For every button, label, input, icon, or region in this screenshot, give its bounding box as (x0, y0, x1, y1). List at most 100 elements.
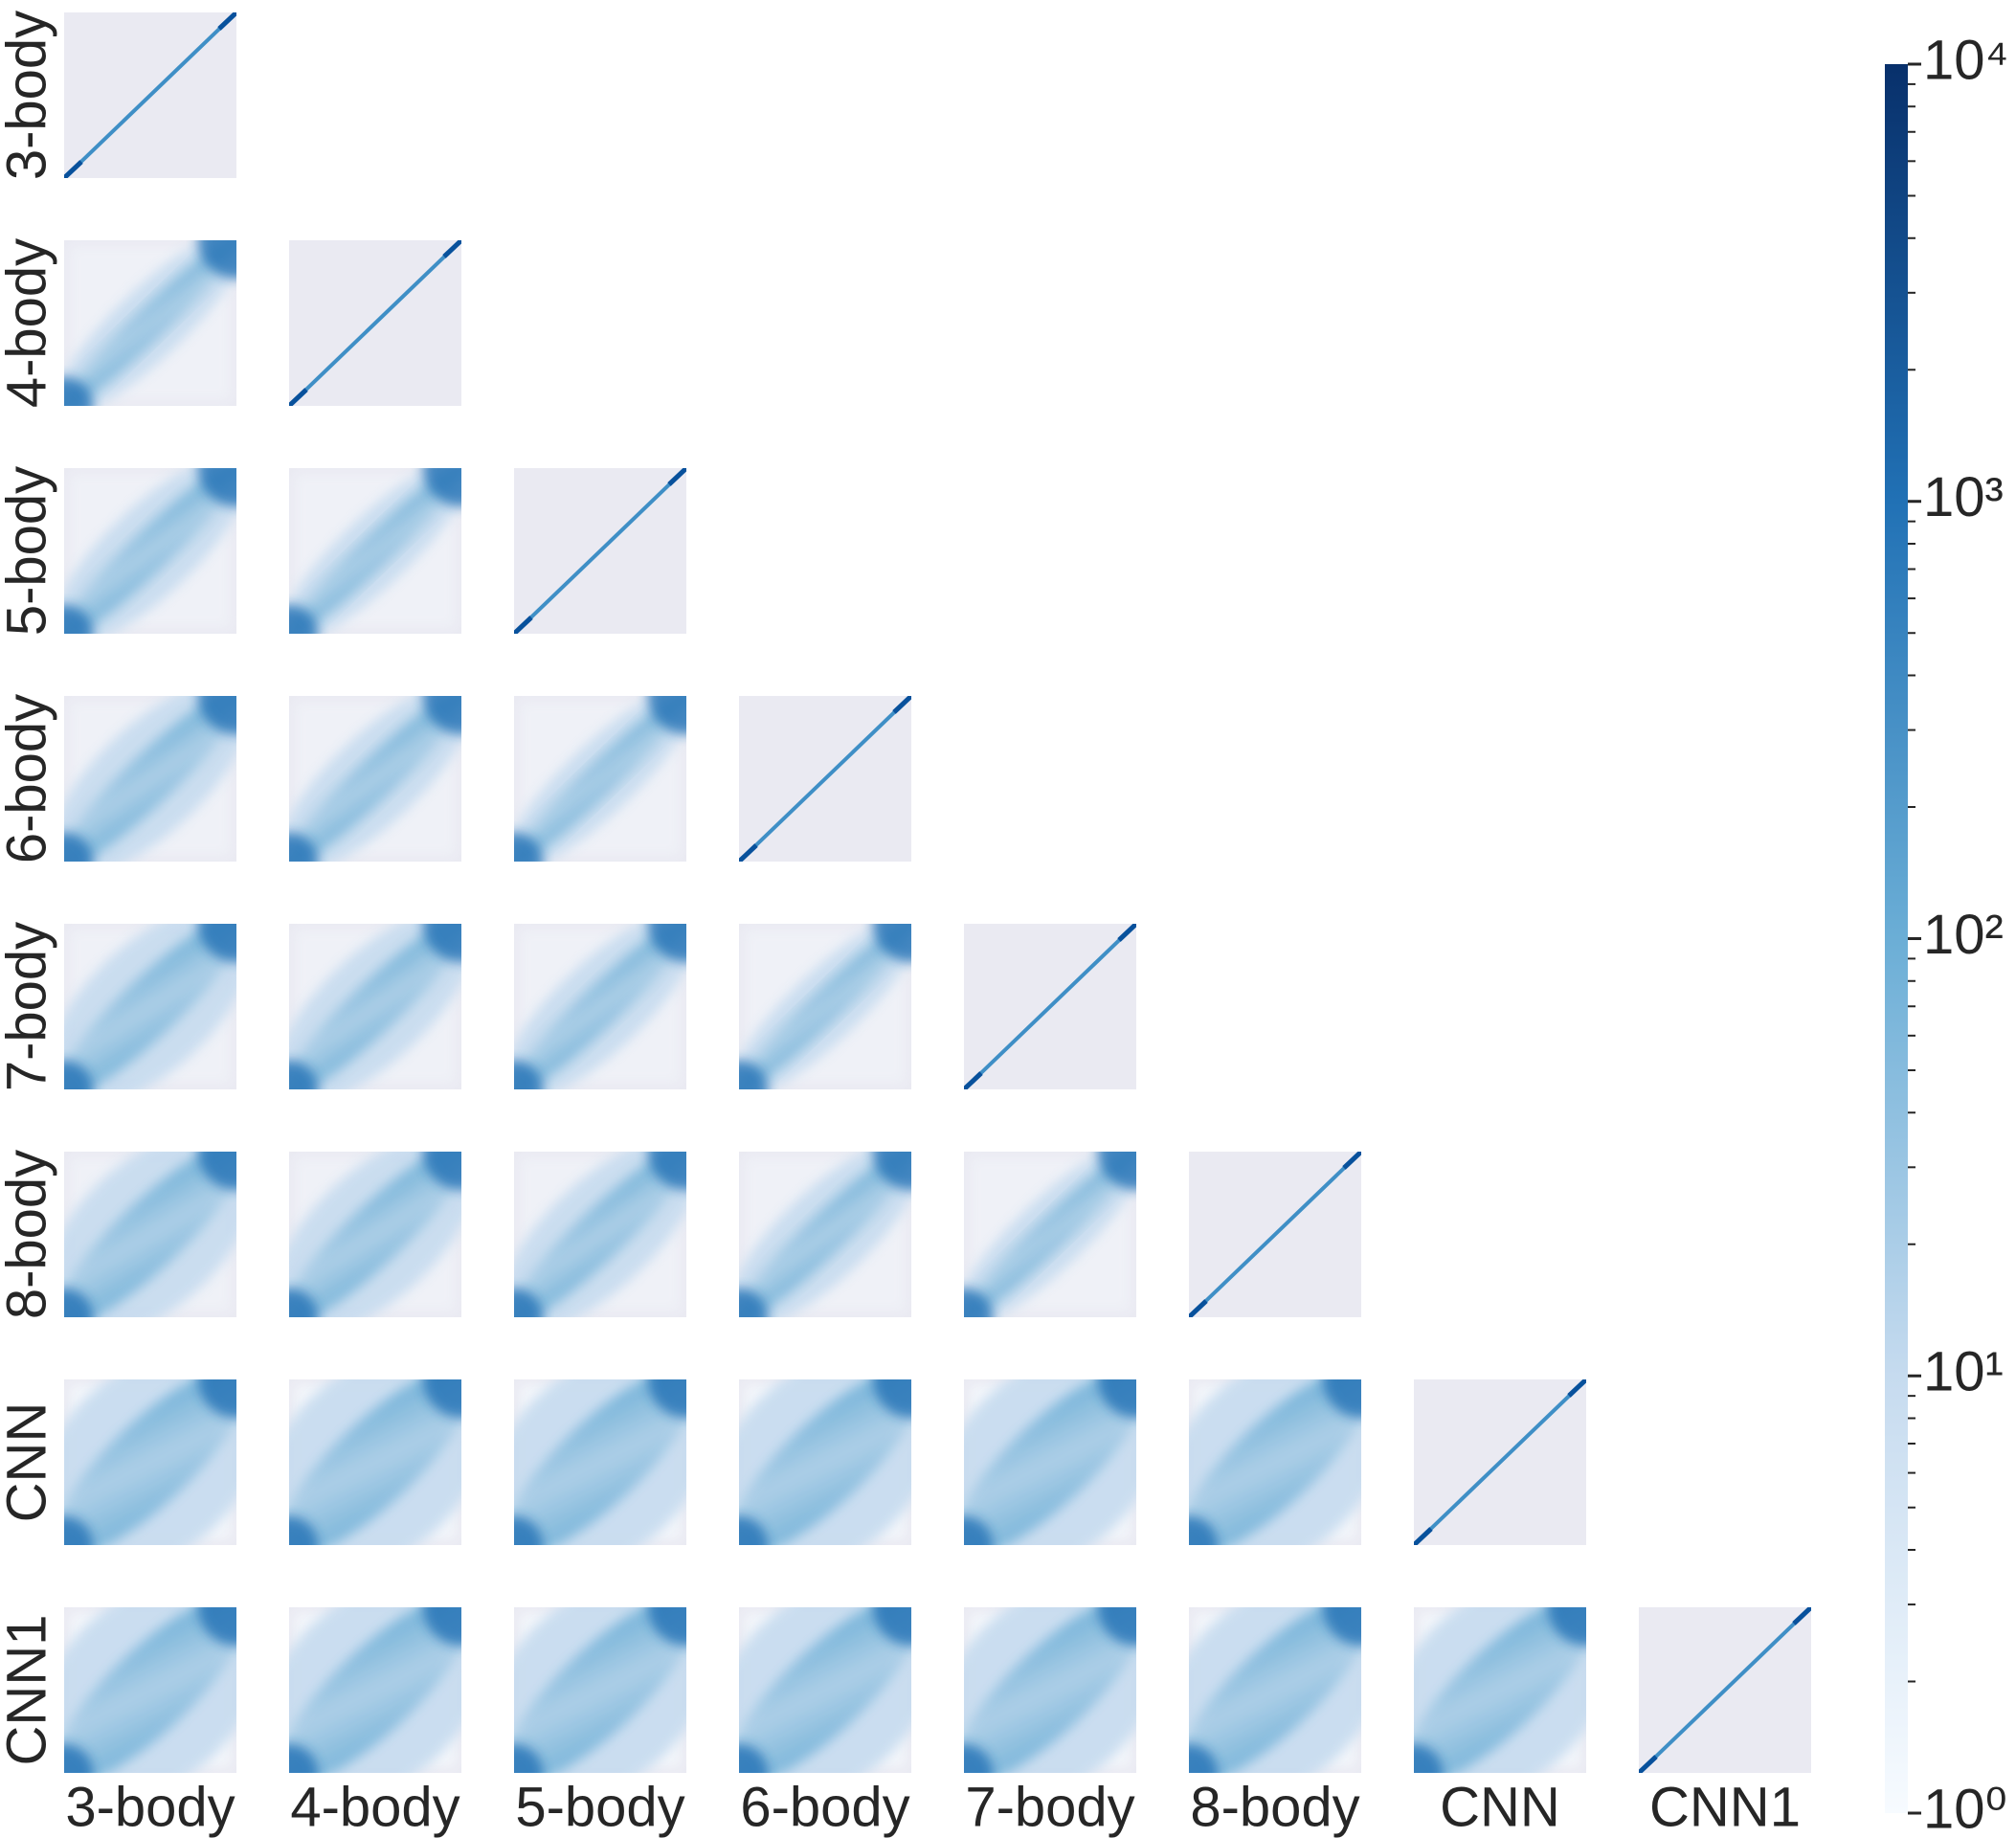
panel (739, 1152, 911, 1317)
diagonal-end (1117, 924, 1136, 942)
row-label: 6-body (0, 694, 57, 863)
density-peak (64, 377, 93, 406)
diagonal-end (964, 1071, 983, 1089)
colorbar-tick-label: 10⁰ (1923, 1778, 2007, 1838)
row-label: 3-body (0, 11, 57, 180)
density-peak (1098, 1152, 1136, 1190)
diagonal-end (1792, 1607, 1811, 1625)
density-peak (648, 1379, 686, 1418)
density-peak (198, 1152, 236, 1190)
panel (1639, 1607, 1811, 1773)
panel (514, 1607, 686, 1773)
diagonal (1189, 1152, 1361, 1317)
diagonal (964, 924, 1136, 1089)
panel (64, 1379, 236, 1545)
density-peak (648, 1607, 686, 1646)
panel (1189, 1152, 1361, 1317)
density-core (289, 1152, 461, 1317)
density-peak (964, 1744, 993, 1773)
density-peak (1548, 1607, 1586, 1646)
panel (1189, 1379, 1361, 1545)
panel (64, 1607, 236, 1773)
panel (64, 924, 236, 1089)
density-core (514, 696, 686, 862)
density-peak (198, 1607, 236, 1646)
density-core (1414, 1607, 1586, 1773)
density-peak (514, 1744, 543, 1773)
panel (514, 696, 686, 862)
density-core (64, 1607, 236, 1773)
colorbar-tick-label: 10⁴ (1923, 29, 2008, 91)
diagonal-end (1567, 1379, 1586, 1398)
density-peak (289, 605, 318, 634)
density-peak (514, 1516, 543, 1545)
panel (289, 1607, 461, 1773)
density-peak (1189, 1744, 1218, 1773)
diagonal-end (667, 468, 686, 486)
panel (739, 924, 911, 1089)
density-peak (1323, 1379, 1361, 1418)
row-label: CNN1 (0, 1615, 57, 1766)
density-peak (514, 833, 543, 862)
panel (1189, 1607, 1361, 1773)
density-core (739, 1152, 911, 1317)
colorbar-tick-label: 10³ (1923, 466, 2004, 528)
density-peak (289, 1061, 318, 1089)
diagonal (289, 240, 461, 406)
density-core (289, 1379, 461, 1545)
diagonal (739, 696, 911, 862)
column-label: 3-body (65, 1776, 235, 1838)
density-peak (198, 696, 236, 734)
density-core (64, 696, 236, 862)
density-peak (739, 1516, 768, 1545)
density-core (514, 924, 686, 1089)
row-label: 8-body (0, 1150, 57, 1319)
density-core (64, 468, 236, 634)
panel (289, 924, 461, 1089)
diagonal-end (289, 388, 308, 406)
density-core (289, 1607, 461, 1773)
panel (289, 1152, 461, 1317)
colorbar-tick-label: 10¹ (1923, 1341, 2004, 1403)
density-peak (873, 1607, 911, 1646)
panel (289, 240, 461, 406)
density-peak (289, 1516, 318, 1545)
panel (514, 468, 686, 634)
row-label: CNN (0, 1402, 57, 1523)
density-peak (1414, 1744, 1443, 1773)
density-core (739, 1379, 911, 1545)
density-core (514, 1152, 686, 1317)
panel (64, 1152, 236, 1317)
panel (1414, 1379, 1586, 1545)
column-label: 6-body (740, 1776, 909, 1838)
column-label: CNN (1440, 1776, 1560, 1838)
density-core (289, 924, 461, 1089)
density-core (64, 240, 236, 406)
density-peak (289, 1289, 318, 1317)
colorbar (1885, 64, 1908, 1813)
diagonal-end (217, 12, 236, 31)
density-peak (1098, 1607, 1136, 1646)
diagonal (1414, 1379, 1586, 1545)
density-peak (1189, 1516, 1218, 1545)
density-peak (64, 1744, 93, 1773)
diagonal-end (1639, 1755, 1658, 1773)
density-peak (64, 1289, 93, 1317)
density-peak (739, 1289, 768, 1317)
diagonal-end (64, 160, 83, 178)
density-peak (739, 1061, 768, 1089)
density-core (964, 1379, 1136, 1545)
density-peak (1098, 1379, 1136, 1418)
density-peak (648, 924, 686, 962)
column-label: CNN1 (1649, 1776, 1801, 1838)
density-core (964, 1607, 1136, 1773)
density-peak (423, 924, 461, 962)
density-peak (64, 1061, 93, 1089)
density-peak (423, 696, 461, 734)
panel (964, 1607, 1136, 1773)
density-peak (964, 1516, 993, 1545)
density-peak (514, 1289, 543, 1317)
panel (64, 696, 236, 862)
